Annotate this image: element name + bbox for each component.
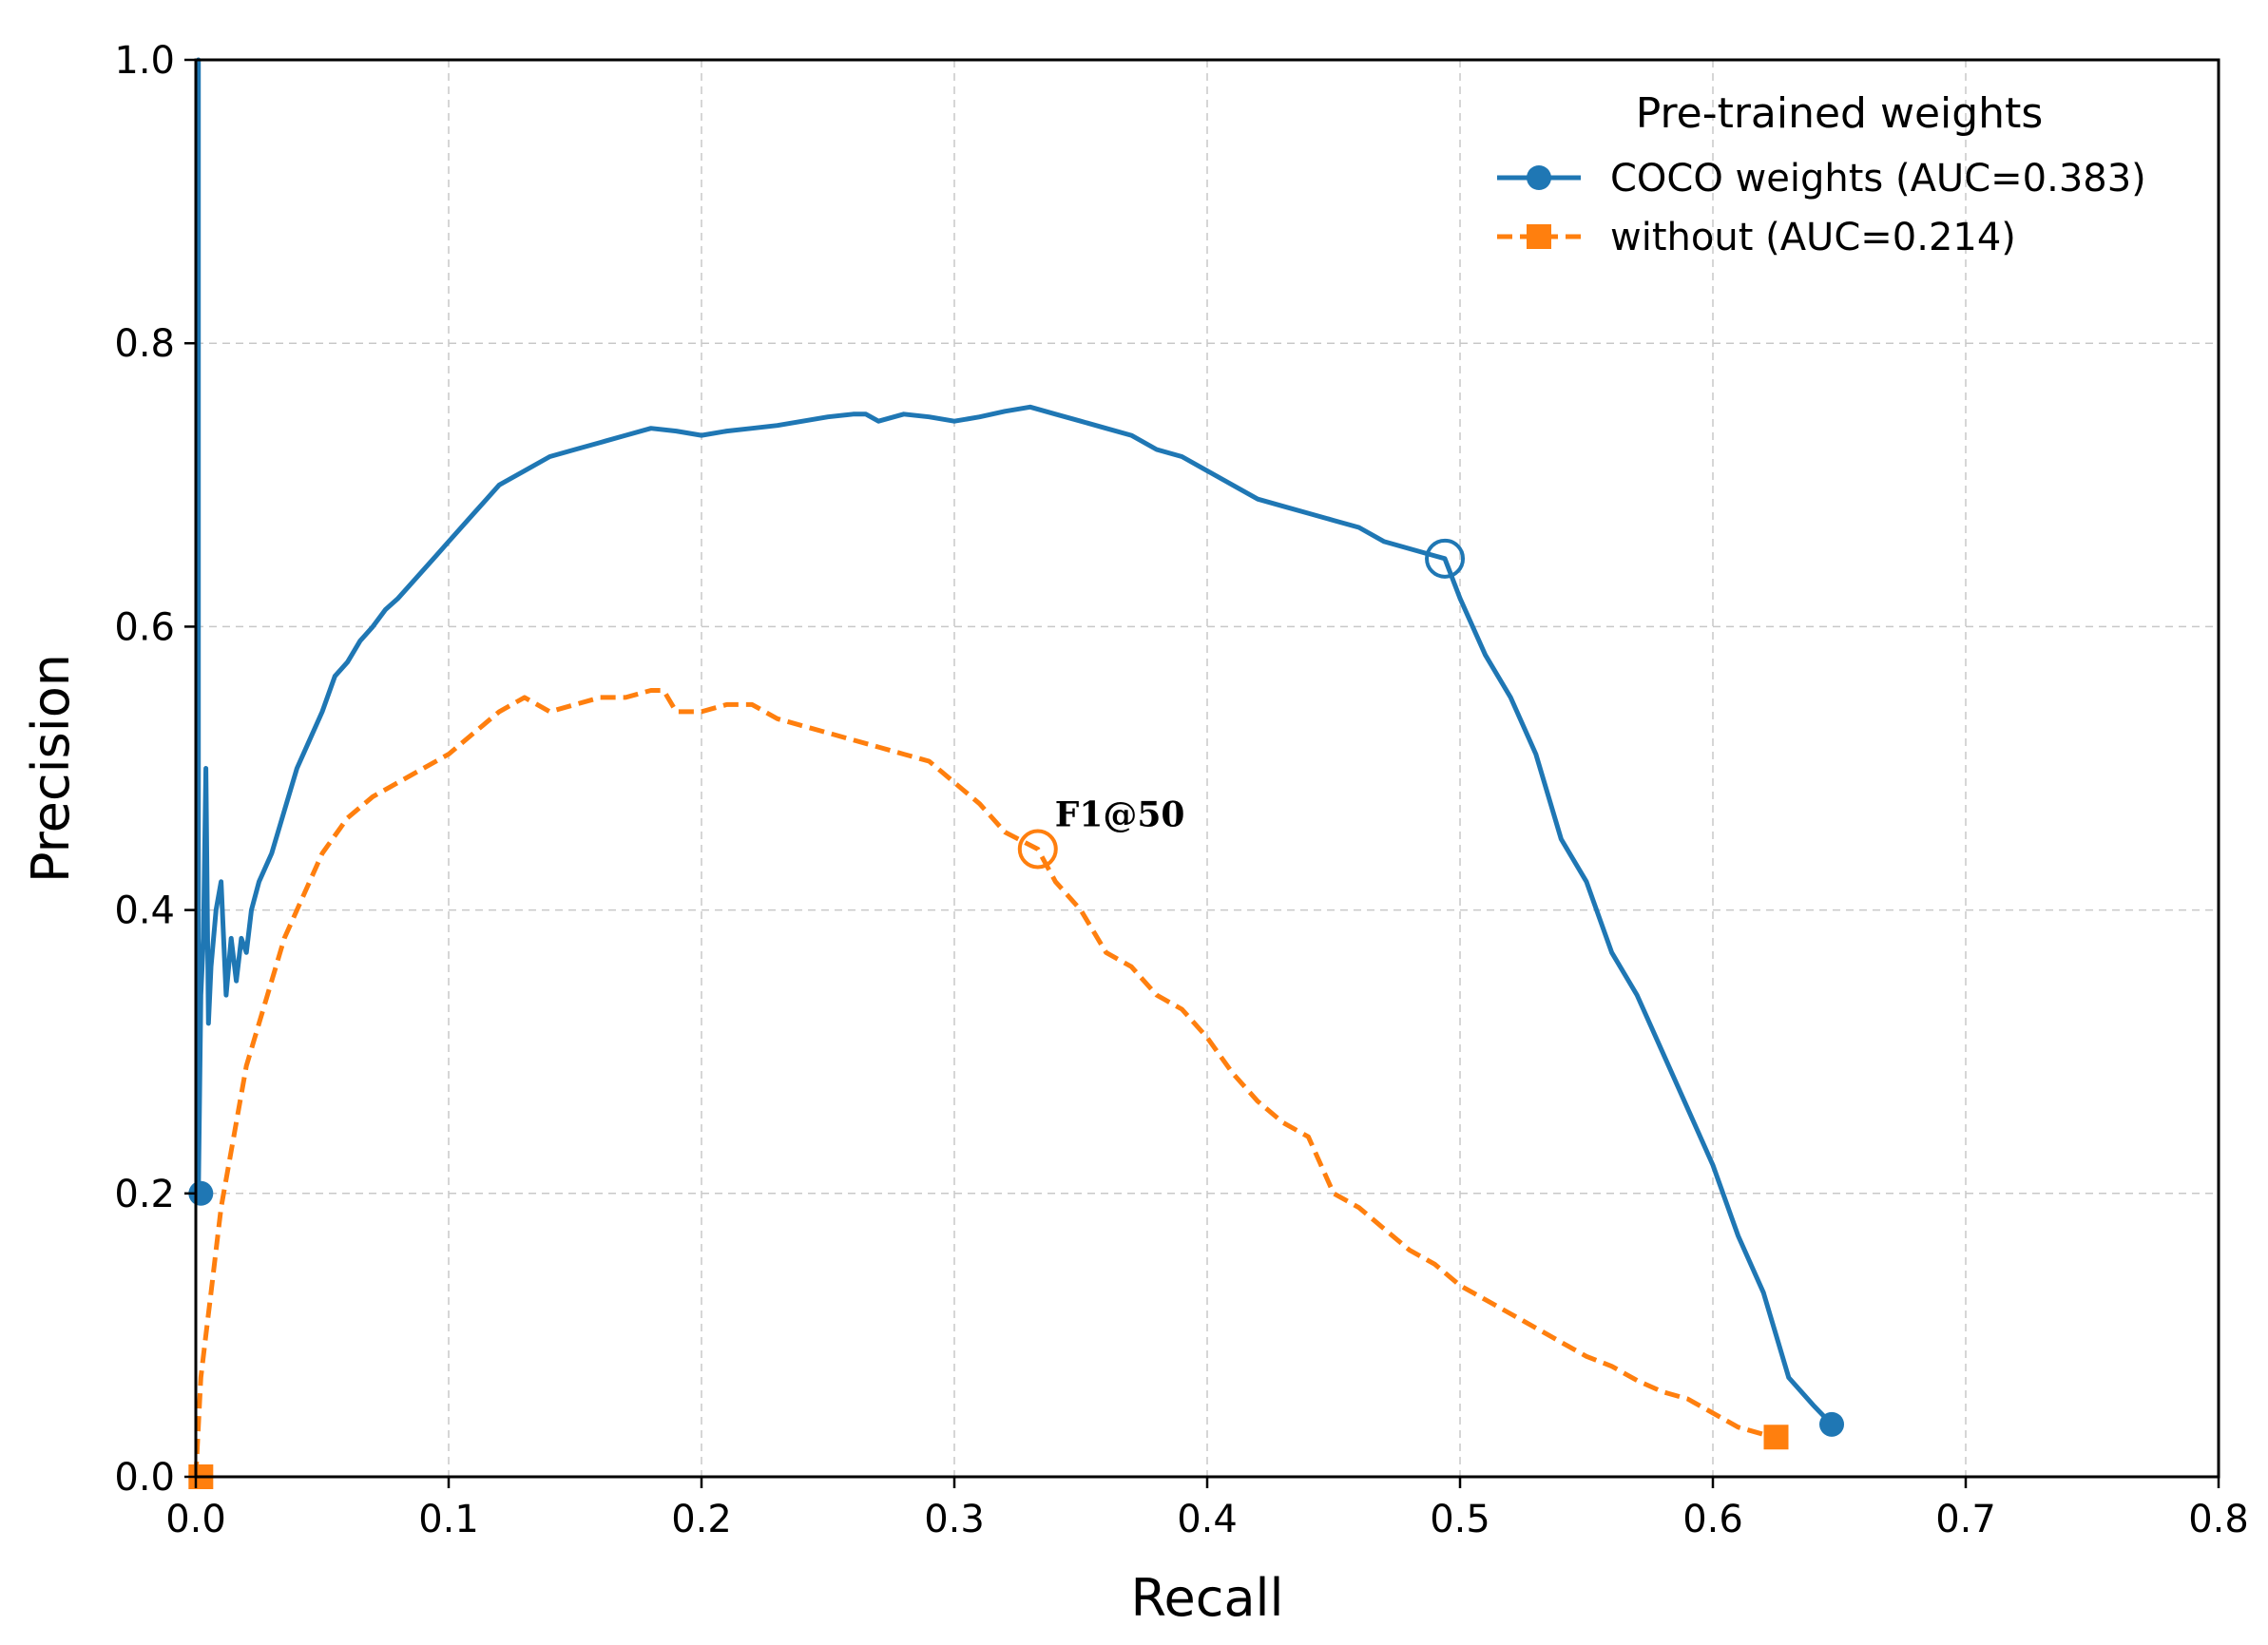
series-line: [193, 688, 1778, 1478]
x-tick-label: 0.4: [1177, 1498, 1238, 1541]
legend-title: Pre-trained weights: [1636, 89, 2044, 138]
legend-marker: [1527, 224, 1551, 249]
x-tick-label: 0.8: [2188, 1498, 2249, 1541]
series-line: [196, 57, 1835, 1427]
series-end-marker: [1763, 1425, 1789, 1450]
f1-operating-point-marker: [1425, 538, 1466, 579]
x-tick-label: 0.2: [671, 1498, 732, 1541]
y-tick-label: 0.0: [114, 1456, 175, 1500]
y-tick-label: 1.0: [114, 39, 175, 83]
x-tick-label: 0.1: [418, 1498, 479, 1541]
f1-annotation-label: F1@50: [1055, 794, 1185, 834]
legend-label: COCO weights (AUC=0.383): [1610, 157, 2146, 201]
f1-operating-point-marker: [1017, 829, 1058, 870]
y-tick-label: 0.6: [114, 605, 175, 649]
y-tick-label: 0.2: [114, 1173, 175, 1216]
axis-ticks: 0.0 0.1 0.2 0.3 0.4 0.5 0.6 0.7 0.8 0.0 0.2 0.4 0.6 0…: [114, 39, 2248, 1541]
y-axis-title: Precision: [21, 654, 81, 883]
series-layer: [188, 57, 1845, 1489]
x-tick-label: 0.6: [1682, 1498, 1743, 1541]
series-coco-weights: [188, 57, 1845, 1437]
legend-item: COCO weights (AUC=0.383): [1497, 157, 2146, 201]
grid: [196, 60, 2219, 1477]
x-tick-label: 0.5: [1430, 1498, 1490, 1541]
legend-label: without (AUC=0.214): [1610, 216, 2016, 259]
series-without: [188, 688, 1789, 1489]
y-tick-label: 0.8: [114, 322, 175, 366]
x-tick-label: 0.3: [924, 1498, 985, 1541]
legend-item: without (AUC=0.214): [1497, 216, 2016, 259]
x-axis-title: Recall: [1130, 1568, 1283, 1628]
legend-marker: [1527, 165, 1551, 190]
x-tick-label: 0.0: [165, 1498, 226, 1541]
series-end-marker: [1819, 1411, 1845, 1437]
legend: Pre-trained weights COCO weights (AUC=0.…: [1497, 89, 2146, 259]
x-tick-label: 0.7: [1935, 1498, 1996, 1541]
y-tick-label: 0.4: [114, 889, 175, 933]
